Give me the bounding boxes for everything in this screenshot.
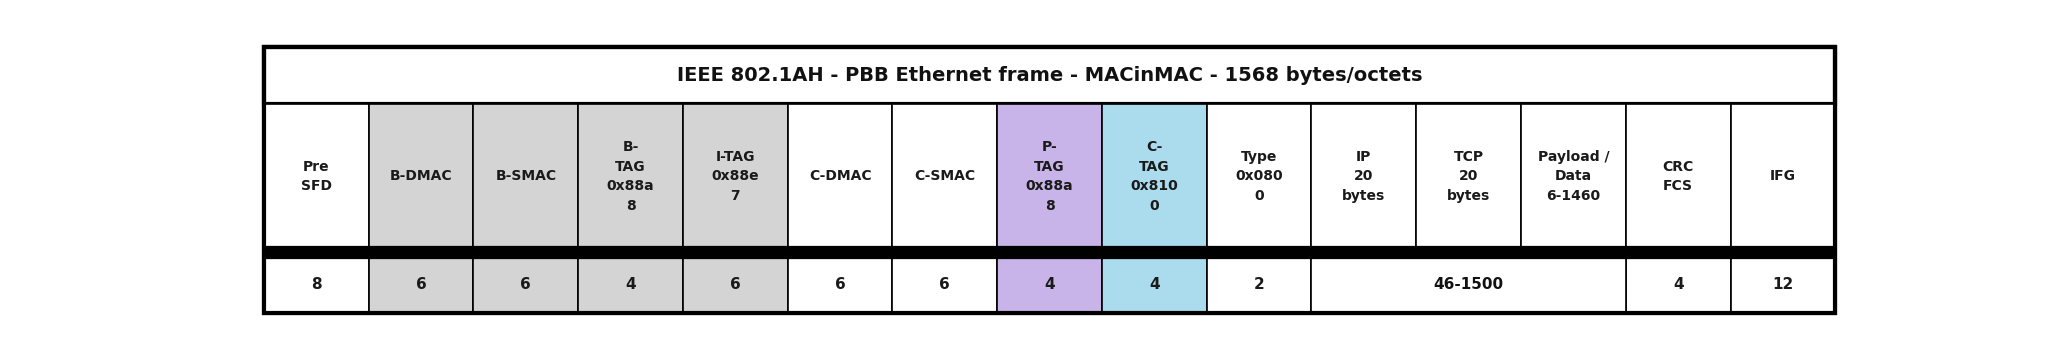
Bar xyxy=(1102,256,1206,313)
Bar xyxy=(682,104,788,249)
Bar xyxy=(578,256,682,313)
Bar xyxy=(1626,104,1731,249)
Text: 6: 6 xyxy=(520,277,530,292)
Bar xyxy=(1731,104,1835,249)
Text: 4: 4 xyxy=(1044,277,1055,292)
Text: I-TAG
0x88e
7: I-TAG 0x88e 7 xyxy=(711,150,760,203)
Bar xyxy=(1522,104,1626,249)
Bar xyxy=(788,104,893,249)
Bar xyxy=(264,47,1835,104)
Text: C-SMAC: C-SMAC xyxy=(913,169,975,183)
Text: IEEE 802.1AH - PBB Ethernet frame - MACinMAC - 1568 bytes/octets: IEEE 802.1AH - PBB Ethernet frame - MACi… xyxy=(676,66,1423,85)
Text: IP
20
bytes: IP 20 bytes xyxy=(1341,150,1386,203)
Text: TCP
20
bytes: TCP 20 bytes xyxy=(1448,150,1491,203)
Text: IFG: IFG xyxy=(1769,169,1796,183)
Bar xyxy=(682,256,788,313)
Text: 12: 12 xyxy=(1772,277,1794,292)
Bar xyxy=(1206,104,1311,249)
Text: Payload /
Data
6-1460: Payload / Data 6-1460 xyxy=(1538,150,1610,203)
Text: CRC
FCS: CRC FCS xyxy=(1663,160,1694,193)
Bar xyxy=(1311,256,1626,313)
Bar xyxy=(578,104,682,249)
Bar xyxy=(1417,104,1522,249)
Text: Pre
SFD: Pre SFD xyxy=(301,160,332,193)
Text: B-
TAG
0x88a
8: B- TAG 0x88a 8 xyxy=(606,140,655,213)
Text: B-DMAC: B-DMAC xyxy=(389,169,453,183)
Text: 6: 6 xyxy=(729,277,741,292)
Text: 46-1500: 46-1500 xyxy=(1434,277,1503,292)
Bar xyxy=(893,104,997,249)
Text: C-DMAC: C-DMAC xyxy=(809,169,870,183)
Text: 2: 2 xyxy=(1253,277,1264,292)
Text: 6: 6 xyxy=(836,277,846,292)
Text: 4: 4 xyxy=(1673,277,1683,292)
Bar xyxy=(264,249,1835,256)
Text: 6: 6 xyxy=(416,277,426,292)
Bar xyxy=(264,256,369,313)
Bar xyxy=(1626,256,1731,313)
Bar xyxy=(473,256,578,313)
Text: 8: 8 xyxy=(311,277,322,292)
Bar xyxy=(369,104,473,249)
Bar xyxy=(788,256,893,313)
Bar xyxy=(1311,104,1417,249)
Text: 4: 4 xyxy=(1149,277,1159,292)
Text: Type
0x080
0: Type 0x080 0 xyxy=(1235,150,1282,203)
Bar xyxy=(893,256,997,313)
Bar xyxy=(997,256,1102,313)
Text: C-
TAG
0x810
0: C- TAG 0x810 0 xyxy=(1130,140,1178,213)
Text: P-
TAG
0x88a
8: P- TAG 0x88a 8 xyxy=(1026,140,1073,213)
Text: 4: 4 xyxy=(625,277,635,292)
Bar xyxy=(1206,256,1311,313)
Bar xyxy=(473,104,578,249)
Text: B-SMAC: B-SMAC xyxy=(496,169,557,183)
Text: 6: 6 xyxy=(940,277,950,292)
Bar xyxy=(264,104,369,249)
Bar xyxy=(1731,256,1835,313)
Bar xyxy=(369,256,473,313)
Bar xyxy=(1102,104,1206,249)
Bar xyxy=(997,104,1102,249)
